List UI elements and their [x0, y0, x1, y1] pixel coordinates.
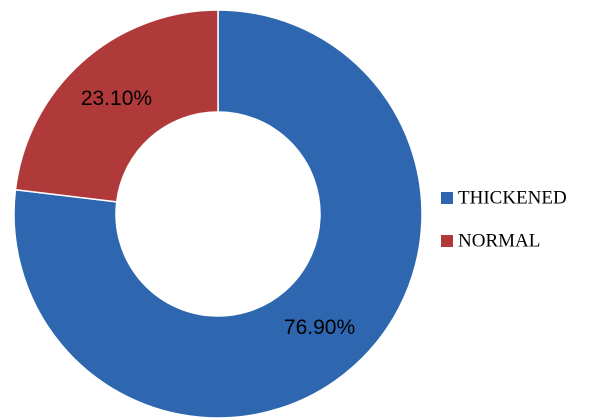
legend-label: NORMAL [458, 230, 540, 251]
data-label: 23.10% [81, 87, 152, 110]
donut-slice [14, 9, 219, 203]
legend-swatch [441, 235, 453, 247]
legend-swatch [441, 192, 453, 204]
donut-slice [13, 9, 423, 419]
legend-label: THICKENED [458, 187, 567, 208]
data-label: 76.90% [284, 316, 355, 339]
